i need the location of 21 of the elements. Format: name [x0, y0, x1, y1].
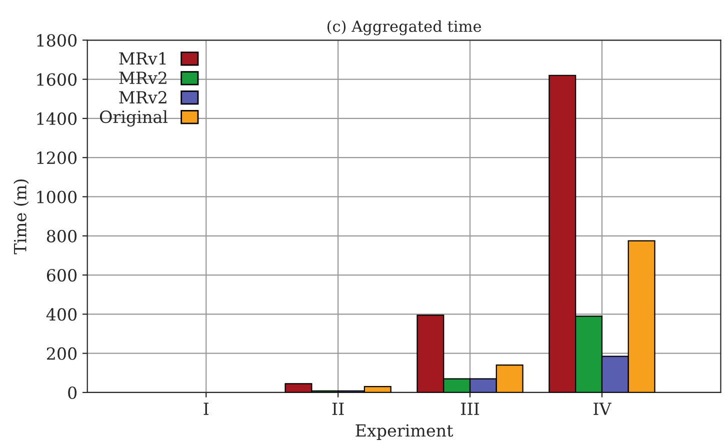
x-tick-label: III: [461, 402, 479, 415]
legend-label: MRv2: [119, 91, 166, 104]
chart-title: (c) Aggregated time: [327, 20, 482, 36]
legend-label: Original: [100, 110, 168, 127]
y-tick-label: 800: [46, 230, 77, 242]
y-tick-label: 0: [68, 386, 77, 400]
y-tick-label: 1400: [37, 112, 77, 126]
legend-label: MRv2: [119, 72, 166, 84]
x-tick-label: I: [204, 402, 208, 415]
y-tick-label: 200: [46, 347, 77, 360]
y-tick-label: 600: [46, 268, 77, 282]
x-tick-label: II: [332, 402, 344, 415]
x-tick-label: IV: [594, 402, 612, 415]
y-tick-label: 400: [46, 308, 77, 321]
y-tick-label: 1200: [37, 152, 77, 164]
y-tick-label: 1800: [37, 34, 77, 47]
y-axis-title: Time (m): [14, 180, 29, 254]
legend-label: MRv1: [119, 52, 166, 64]
x-axis-title: Experiment: [356, 424, 454, 440]
y-tick-label: 1000: [37, 190, 77, 204]
y-tick-label: 1600: [37, 73, 77, 86]
